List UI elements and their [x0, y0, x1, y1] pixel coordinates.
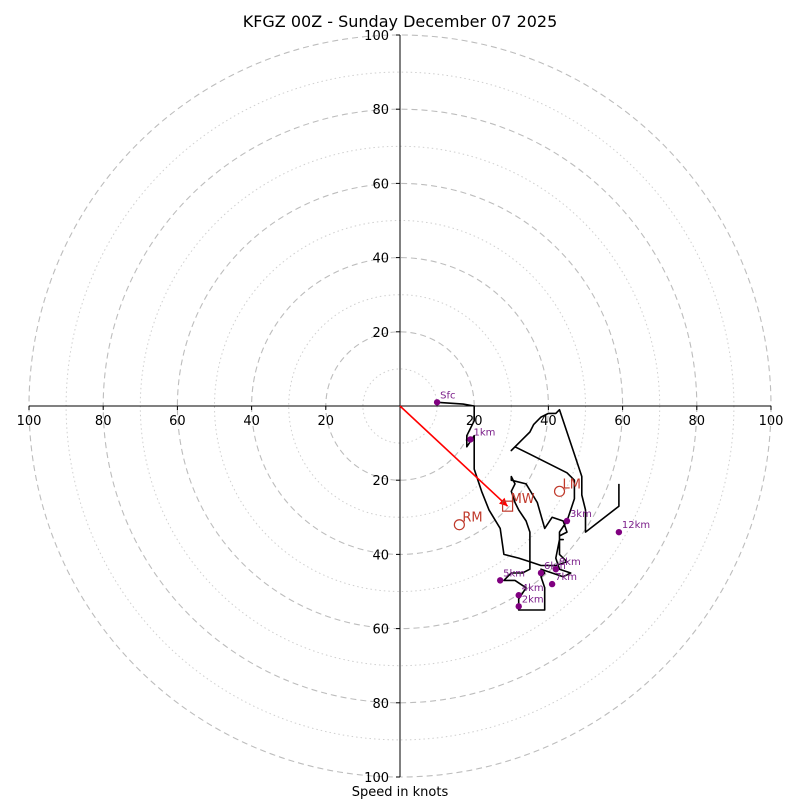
height-label-7km: 7km: [555, 572, 577, 583]
height-label-2km: 2km: [522, 594, 544, 605]
height-point-7km: [548, 580, 556, 588]
x-tick-label: 100: [17, 414, 42, 429]
height-label-4km: 4km: [522, 583, 544, 594]
shear-vector-arrowhead: [499, 497, 508, 507]
y-tick-label: 80: [372, 103, 389, 118]
height-point-6km: [537, 569, 545, 577]
height-point-8km: [552, 566, 560, 573]
y-tick-label: 20: [372, 326, 389, 341]
x-tick-label: 80: [689, 414, 706, 429]
y-tick-label: 80: [372, 697, 389, 712]
y-tick-label: 100: [364, 29, 389, 44]
y-tick-label: 20: [372, 474, 389, 489]
shear-vector-line: [399, 405, 509, 507]
x-tick-label: 80: [95, 414, 112, 429]
motion-label-lm: LM: [563, 477, 581, 492]
x-axis-label: Speed in knots: [352, 785, 449, 800]
height-point-5km: [496, 577, 504, 584]
x-tick-label: 40: [243, 414, 260, 429]
height-point-3km: [563, 517, 571, 525]
hodograph-series: [399, 401, 620, 611]
height-label-8km: 8km: [559, 557, 581, 568]
y-tick-label: 40: [372, 548, 389, 563]
height-label-12km: 12km: [622, 520, 650, 531]
height-point-4km: [515, 592, 522, 599]
y-tick-label: 60: [372, 623, 389, 638]
y-tick-label: 100: [364, 771, 389, 786]
y-tick-label: 60: [372, 177, 389, 192]
height-label-sfc: Sfc: [440, 390, 455, 401]
height-point-sfc: [433, 399, 441, 406]
motion-marker-lm: [553, 485, 566, 497]
x-tick-label: 40: [540, 414, 557, 429]
height-point-1km: [467, 436, 474, 443]
height-point-12km: [615, 528, 623, 536]
x-tick-label: 60: [169, 414, 186, 429]
x-tick-label: 20: [318, 414, 335, 429]
x-tick-label: 100: [759, 414, 784, 429]
y-tick-label: 40: [372, 252, 389, 267]
height-point-2km: [515, 603, 522, 610]
height-markers: Sfc1km3km12km5km6km7km4km2km8km: [433, 390, 650, 610]
motion-label-mw: MW: [511, 492, 535, 507]
height-label-5km: 5km: [503, 568, 525, 579]
motion-marker-mw: [501, 500, 514, 512]
motion-marker-rm: [453, 519, 465, 531]
height-label-3km: 3km: [570, 509, 592, 520]
hodograph-trace: [437, 401, 620, 611]
height-label-1km: 1km: [473, 427, 495, 438]
motion-label-rm: RM: [462, 511, 482, 526]
x-tick-label: 60: [614, 414, 631, 429]
storm-motion-markers: LM RM MW: [453, 477, 581, 531]
tick-labels: 100 80 60 40 20 20 40 60 80 100100806040202040608…: [17, 29, 784, 786]
chart-title: KFGZ 00Z - Sunday December 07 2025: [243, 12, 558, 31]
